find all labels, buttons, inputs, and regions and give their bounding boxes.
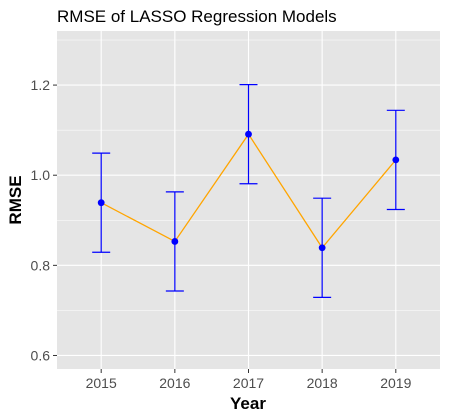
x-tick-label: 2015 <box>86 375 117 391</box>
y-axis-title: RMSE <box>6 175 25 224</box>
data-point <box>245 130 252 138</box>
x-axis-ticks: 2015 2016 2017 2018 2019 <box>86 369 412 391</box>
x-tick-label: 2019 <box>380 375 411 391</box>
data-point <box>97 199 105 207</box>
data-point <box>171 238 179 245</box>
y-axis-ticks: 0.6 0.8 1.0 1.2 <box>31 77 57 363</box>
y-tick-label: 1.0 <box>31 167 51 183</box>
x-tick-label: 2017 <box>233 375 264 391</box>
chart-title: RMSE of LASSO Regression Models <box>57 7 337 26</box>
data-point <box>392 156 400 164</box>
y-tick-label: 0.6 <box>31 347 51 363</box>
x-tick-label: 2018 <box>307 375 338 391</box>
y-tick-label: 1.2 <box>31 77 51 93</box>
x-tick-label: 2016 <box>159 375 190 391</box>
y-tick-label: 0.8 <box>31 257 51 273</box>
x-axis-title: Year <box>230 394 266 413</box>
data-points <box>97 130 400 252</box>
data-point <box>318 244 326 252</box>
